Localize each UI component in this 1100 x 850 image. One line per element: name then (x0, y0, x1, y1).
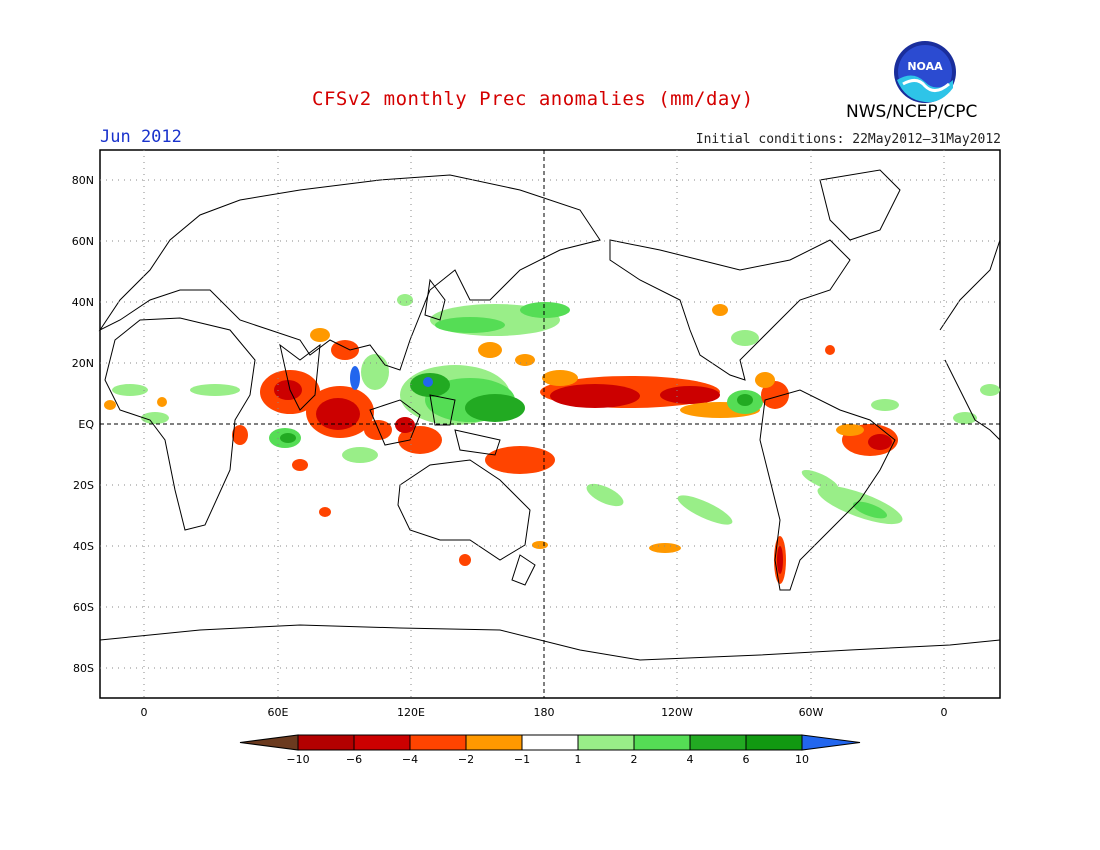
lat-label: 40N (72, 296, 94, 309)
lat-label: 40S (73, 540, 94, 553)
lon-label: 60W (799, 706, 824, 719)
lat-label: 20N (72, 357, 94, 370)
gridlines (100, 150, 1000, 698)
logo-text: NOAA (907, 60, 943, 73)
colorbar-label: −1 (514, 753, 530, 766)
lon-label: 120E (397, 706, 425, 719)
colorbar-label: 1 (575, 753, 582, 766)
colorbar: −10 −6 −4 −2 −1 1 2 4 6 10 (239, 734, 861, 766)
forecast-month: Jun 2012 (100, 127, 182, 147)
map-title: CFSv2 monthly Prec anomalies (mm/day) (312, 88, 754, 110)
agency-label: NWS/NCEP/CPC (846, 102, 978, 122)
colorbar-box (521, 734, 579, 751)
colorbar-box (689, 734, 747, 751)
lat-label: 60S (73, 601, 94, 614)
lon-label: 120W (661, 706, 693, 719)
noaa-logo: NOAA (894, 41, 956, 103)
colorbar-max-triangle (801, 734, 861, 751)
lat-label: 80S (73, 662, 94, 675)
lat-label: 60N (72, 235, 94, 248)
lon-label: 60E (268, 706, 289, 719)
colorbar-box (297, 734, 355, 751)
colorbar-label: −6 (346, 753, 362, 766)
coastlines (98, 169, 1001, 661)
colorbar-label: 2 (631, 753, 638, 766)
latitude-labels: 80N 60N 40N 20N EQ 20S 40S 60S 80S (72, 174, 95, 675)
colorbar-box (465, 734, 523, 751)
colorbar-box (745, 734, 803, 751)
colorbar-label: −2 (458, 753, 474, 766)
colorbar-box (353, 734, 411, 751)
lon-label: 180 (534, 706, 555, 719)
colorbar-box (409, 734, 467, 751)
colorbar-box (577, 734, 635, 751)
initial-conditions: Initial conditions: 22May2012–31May2012 (695, 132, 1001, 147)
colorbar-min-triangle (239, 734, 299, 751)
colorbar-label: −10 (286, 753, 309, 766)
colorbar-box (633, 734, 691, 751)
lat-label: 20S (73, 479, 94, 492)
lat-label: 80N (72, 174, 94, 187)
anomaly-fields (104, 294, 1000, 584)
lat-label: EQ (78, 418, 94, 431)
colorbar-label: 10 (795, 753, 809, 766)
colorbar-label: 6 (743, 753, 750, 766)
lon-label: 0 (141, 706, 148, 719)
colorbar-label: 4 (687, 753, 694, 766)
colorbar-label: −4 (402, 753, 418, 766)
longitude-labels: 0 60E 120E 180 120W 60W 0 (141, 706, 948, 719)
lon-label: 0 (941, 706, 948, 719)
